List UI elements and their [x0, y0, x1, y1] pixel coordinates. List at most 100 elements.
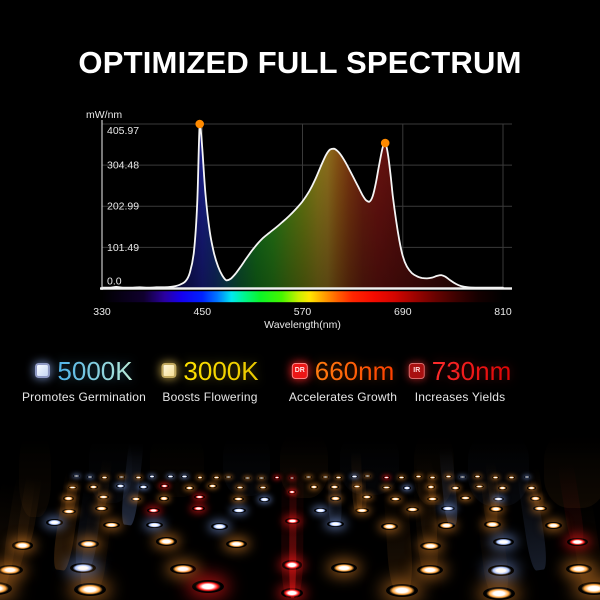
led-dot	[193, 495, 205, 500]
led-dot	[225, 539, 247, 549]
led-dot	[89, 485, 99, 489]
led-chip-5000k-icon	[35, 363, 51, 378]
led-dot	[355, 508, 369, 514]
led-dot	[566, 563, 592, 574]
led-dot	[529, 496, 541, 501]
led-dot	[523, 475, 531, 479]
led-dot	[102, 521, 120, 529]
led-dot	[273, 476, 281, 479]
led-dot	[12, 541, 34, 550]
legend-item-5000k: 5000K Promotes Germination	[21, 355, 147, 405]
led-dot	[232, 508, 246, 514]
led-dot	[118, 475, 125, 479]
led-dot	[445, 474, 453, 478]
led-dot	[288, 490, 296, 494]
led-dot	[284, 517, 300, 525]
led-dot	[94, 505, 109, 512]
led-dot	[484, 521, 502, 528]
led-dot	[115, 484, 125, 488]
spectrum-shading	[102, 124, 503, 289]
led-dot	[258, 497, 270, 502]
led-dot	[160, 484, 169, 488]
legend-item-660nm: DR 660nm Accelerates Growth	[288, 355, 398, 405]
legend-desc-5000k: Promotes Germination	[21, 390, 147, 404]
y-axis-unit-label: mW/nm	[86, 109, 122, 121]
led-dot	[351, 475, 358, 478]
spectrum-chart: mW/nm 405.97 304.48 202.99 101.49 0.0 33…	[86, 109, 512, 331]
led-dot	[498, 486, 507, 490]
led-dot	[533, 506, 547, 512]
peak-marker-450	[195, 119, 204, 129]
led-dot	[459, 475, 467, 479]
led-dot	[426, 485, 436, 489]
led-dot	[211, 523, 229, 530]
led-dot	[69, 562, 96, 574]
x-tick-label: 570	[294, 306, 312, 318]
led-dot	[212, 475, 220, 479]
led-dot	[208, 484, 218, 488]
led-dot	[322, 475, 329, 479]
spectrum-colorbar	[100, 291, 512, 303]
led-dot	[63, 496, 74, 501]
led-dot	[383, 475, 391, 479]
led-dot	[415, 475, 422, 478]
led-dot	[493, 537, 515, 547]
y-tick-label: 304.48	[107, 160, 139, 172]
led-dot	[330, 496, 341, 501]
led-dot	[258, 485, 268, 490]
legend-desc-660nm: Accelerates Growth	[288, 390, 398, 404]
led-dot	[156, 537, 178, 546]
led-dot	[134, 476, 142, 479]
led-dot	[191, 580, 224, 593]
led-dot	[352, 484, 362, 489]
led-dot	[139, 485, 148, 489]
spectrum-curve	[101, 123, 504, 289]
led-dot	[225, 475, 232, 479]
legend-value-5000k: 5000K	[57, 355, 133, 386]
legend-value-660nm: 660nm	[314, 355, 395, 386]
legend-item-3000k: 3000K Boosts Flowering	[161, 355, 259, 404]
led-dot	[475, 484, 484, 489]
led-dot	[527, 486, 536, 490]
led-dot	[390, 496, 401, 501]
photo-top-fade	[0, 430, 600, 458]
led-dot	[148, 474, 156, 478]
led-dot	[402, 486, 412, 490]
led-dot	[170, 563, 197, 574]
led-dot	[191, 505, 206, 512]
led-dot	[98, 494, 109, 500]
led-dot	[474, 475, 482, 478]
led-dot	[158, 496, 170, 501]
led-dot	[281, 588, 303, 598]
page-title: OPTIMIZED FULL SPECTRUM	[78, 45, 522, 80]
led-dot	[62, 509, 76, 515]
led-dot	[405, 506, 420, 512]
led-dot	[397, 475, 405, 479]
led-dot	[313, 507, 328, 513]
led-dot	[441, 505, 455, 512]
led-dot	[427, 497, 438, 502]
led-dot	[450, 486, 460, 490]
led-dot	[100, 476, 108, 479]
led-dot	[68, 485, 77, 490]
led-dot	[235, 485, 245, 490]
legend-value-730nm: 730nm	[431, 355, 512, 386]
led-dot	[382, 485, 391, 490]
x-axis-label: Wavelength(nm)	[264, 319, 341, 331]
legend-value-3000k: 3000K	[183, 355, 259, 386]
led-chip-deep-red-icon: DR	[291, 362, 308, 379]
led-dot	[305, 475, 313, 479]
led-dot	[330, 485, 339, 489]
led-dot	[364, 474, 371, 478]
led-dot	[146, 521, 163, 529]
y-tick-label: 202.99	[107, 201, 139, 213]
led-dot	[489, 506, 503, 512]
legend-item-730nm: IR 730nm Increases Yields	[408, 355, 512, 404]
led-chip-3000k-icon	[161, 363, 177, 378]
led-dot	[74, 582, 107, 596]
x-tick-label: 450	[194, 306, 212, 318]
led-dot	[86, 475, 94, 479]
led-dot	[73, 474, 81, 478]
led-dot	[45, 519, 63, 527]
led-dot	[429, 476, 436, 479]
